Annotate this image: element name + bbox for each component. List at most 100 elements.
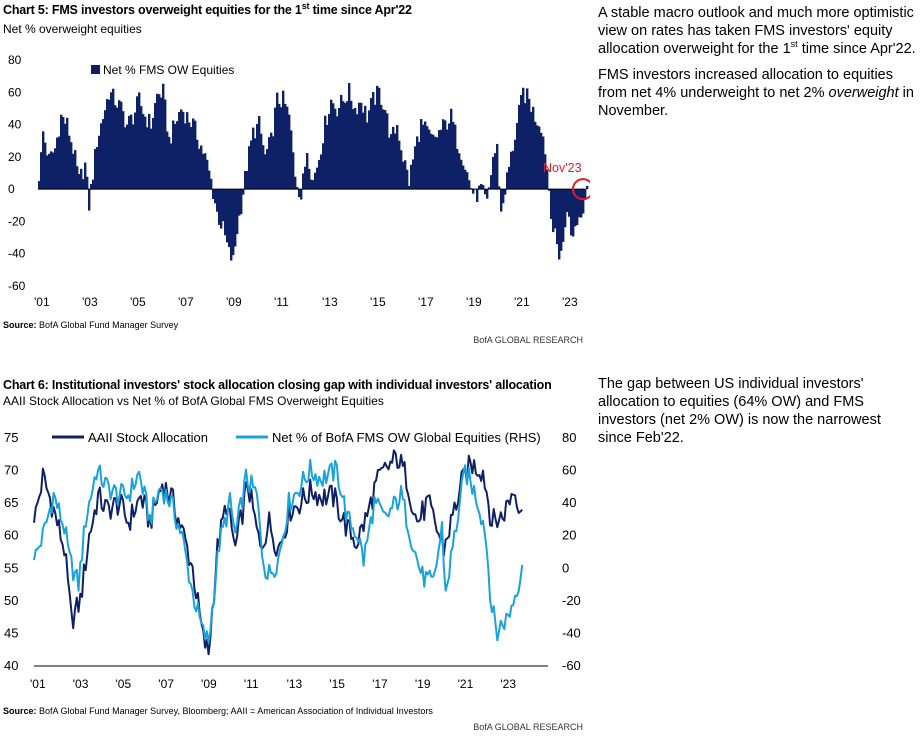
- chart5-bar: [64, 123, 67, 190]
- chart5-bar: [182, 111, 185, 190]
- chart5-bar: [286, 106, 289, 190]
- chart5-bar: [284, 103, 287, 190]
- chart5-bar: [236, 189, 239, 235]
- chart5-bar: [270, 132, 273, 190]
- chart5-bar: [560, 189, 563, 251]
- chart5-bar: [340, 94, 343, 190]
- chart5-bar: [536, 125, 539, 190]
- chart6-xtick-label: '03: [73, 677, 89, 691]
- chart6-xtick-label: '15: [329, 677, 345, 691]
- chart5-bar: [448, 123, 451, 190]
- chart5-bar: [322, 143, 325, 190]
- chart5-bar: [92, 179, 95, 190]
- chart6-left-tick-label: 45: [4, 625, 18, 640]
- chart5-bar: [294, 176, 297, 190]
- chart5-bar: [248, 146, 251, 190]
- chart5-bar: [422, 124, 425, 190]
- chart5-bar: [186, 112, 189, 190]
- chart5-bar: [140, 106, 143, 190]
- chart5-bar: [118, 100, 121, 190]
- chart5-bar: [88, 189, 91, 211]
- commentary-top: A stable macro outlook and much more opt…: [598, 4, 916, 128]
- chart6-subtitle: AAII Stock Allocation vs Net % of BofA G…: [3, 394, 384, 408]
- chart5-bar: [318, 159, 321, 190]
- chart6-left-tick-label: 40: [4, 658, 18, 673]
- chart5-bar: [540, 132, 543, 190]
- chart5-bar: [526, 88, 529, 190]
- chart5-bar: [542, 136, 545, 190]
- chart6-xtick-label: '23: [500, 677, 516, 691]
- chart5-bar: [254, 138, 257, 190]
- chart5-bar: [280, 107, 283, 190]
- chart5-bar: [136, 96, 139, 190]
- chart6-left-tick-label: 50: [4, 593, 18, 608]
- chart5-bar: [386, 113, 389, 190]
- chart5-ytick-label: -40: [8, 247, 26, 261]
- chart5-bar: [366, 122, 369, 190]
- chart5-bar: [434, 136, 437, 190]
- chart5-bar: [524, 103, 527, 190]
- chart5-bar: [410, 164, 413, 190]
- chart5-bar: [534, 121, 537, 190]
- chart5-bar: [444, 120, 447, 190]
- chart5-bar: [292, 152, 295, 190]
- chart5-bar: [106, 99, 109, 190]
- chart5-bar: [84, 162, 87, 190]
- chart5-bar: [438, 130, 441, 190]
- chart5-bar: [224, 189, 227, 236]
- chart5-bar: [268, 137, 271, 190]
- chart5-bar: [420, 119, 423, 190]
- chart5-bar: [44, 142, 47, 190]
- chart6-xtick-label: '19: [415, 677, 431, 691]
- chart5-bar: [256, 123, 259, 190]
- chart5-title-main: Chart 5: FMS investors overweight equiti…: [3, 0, 412, 17]
- chart5-bar: [276, 92, 279, 190]
- chart5-bar: [466, 172, 469, 190]
- chart5-bar: [266, 149, 269, 190]
- chart6-right-tick-label: -20: [562, 593, 581, 608]
- chart5-subtitle: Net % overweight equities: [3, 22, 142, 36]
- chart5-bar: [324, 115, 327, 190]
- chart5-bar: [228, 189, 231, 248]
- chart5-bar: [426, 126, 429, 190]
- chart5-bar: [220, 189, 223, 229]
- chart5-bar: [578, 189, 581, 218]
- chart6-right-tick-label: 20: [562, 528, 576, 543]
- chart5-bar: [518, 104, 521, 190]
- chart5-bar: [74, 150, 77, 190]
- chart5-bar: [242, 189, 245, 195]
- chart5-bar: [198, 148, 201, 190]
- chart5-bar: [278, 103, 281, 190]
- chart5-bar: [302, 173, 305, 190]
- chart6-xtick-label: '17: [372, 677, 388, 691]
- chart5-bar: [544, 154, 547, 190]
- chart5-bar: [314, 172, 317, 190]
- chart5-bar: [70, 142, 73, 190]
- chart5-bar: [252, 127, 255, 190]
- chart5-bar: [480, 183, 483, 190]
- chart5-bar: [296, 187, 299, 190]
- chart5-bar: [58, 136, 61, 190]
- chart5-bar: [374, 104, 377, 190]
- chart5-bar: [472, 189, 475, 194]
- chart5-bar: [358, 102, 361, 190]
- chart5-bar: [98, 135, 101, 190]
- chart5-bar: [62, 116, 65, 190]
- chart5-bar: [230, 189, 233, 261]
- chart5-bar: [430, 133, 433, 190]
- chart5-legend-label: Net % FMS OW Equities: [103, 63, 234, 77]
- chart5-bar: [506, 172, 509, 190]
- chart5-bar: [132, 124, 135, 190]
- chart5-bar: [124, 127, 127, 190]
- chart5-bar: [218, 189, 221, 225]
- chart5-bar: [316, 167, 319, 190]
- chart5-bar: [490, 175, 493, 190]
- chart5-bar: [38, 181, 41, 190]
- chart5-bar: [398, 140, 401, 190]
- chart5-bar: [184, 123, 187, 190]
- commentary-p1: A stable macro outlook and much more opt…: [598, 5, 916, 57]
- chart5-bar: [126, 124, 129, 190]
- chart5-bar: [66, 117, 69, 190]
- chart5-bar: [130, 114, 133, 190]
- chart5-bar: [392, 126, 395, 190]
